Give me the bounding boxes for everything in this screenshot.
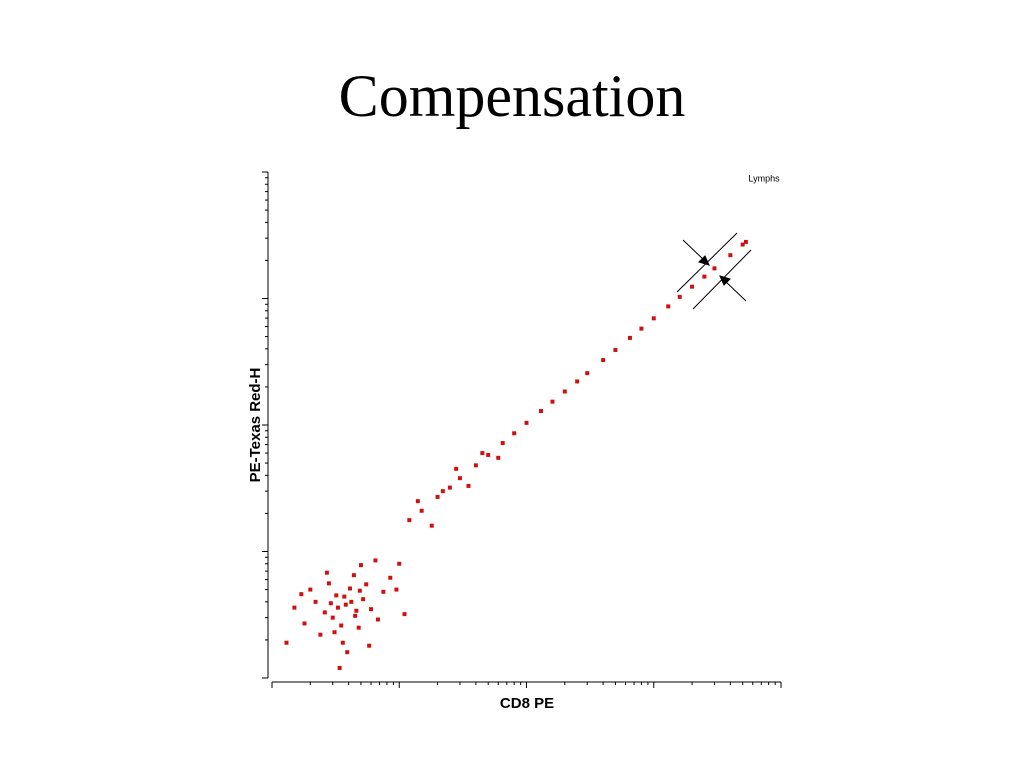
point — [328, 601, 333, 606]
point — [486, 452, 491, 457]
point — [690, 284, 695, 289]
point — [415, 499, 420, 504]
point — [397, 561, 402, 566]
point — [345, 650, 350, 655]
point — [375, 617, 380, 622]
point — [429, 523, 434, 528]
point — [601, 358, 606, 363]
point — [364, 582, 369, 587]
point — [480, 451, 485, 456]
point — [538, 409, 543, 414]
point — [447, 485, 452, 490]
point — [332, 630, 337, 635]
slide-title: Compensation — [339, 63, 686, 129]
gate-label: Lymphs — [748, 173, 780, 183]
x-axis-label: CD8 PE — [500, 695, 554, 712]
arrow — [723, 279, 747, 302]
point — [677, 294, 682, 299]
point — [627, 335, 632, 340]
point — [322, 610, 327, 615]
point — [318, 632, 323, 637]
point — [324, 570, 329, 575]
point — [740, 242, 745, 247]
point — [342, 594, 347, 599]
point — [339, 623, 344, 628]
point — [419, 508, 424, 513]
point — [351, 573, 356, 578]
point — [313, 599, 318, 604]
point — [550, 399, 555, 404]
point — [457, 476, 462, 481]
point — [388, 575, 393, 580]
point — [357, 588, 362, 593]
point — [500, 441, 505, 446]
point — [402, 612, 407, 617]
point — [473, 463, 478, 468]
y-axis-label: PE-Texas Red-H — [247, 368, 264, 483]
point — [330, 615, 335, 620]
point — [394, 587, 399, 592]
point — [666, 304, 671, 309]
point — [347, 586, 352, 591]
point — [728, 253, 733, 258]
point — [575, 379, 580, 384]
point — [292, 605, 297, 610]
point — [354, 608, 359, 613]
point — [353, 613, 358, 618]
point — [337, 665, 342, 670]
point — [702, 274, 707, 279]
point — [440, 489, 445, 494]
point — [373, 558, 378, 563]
point — [651, 316, 656, 321]
point — [369, 607, 374, 612]
point — [356, 625, 361, 630]
point — [613, 347, 618, 352]
point — [299, 592, 304, 597]
point — [407, 518, 412, 523]
point — [340, 640, 345, 645]
point — [512, 431, 517, 436]
arrow-head — [719, 275, 731, 286]
point — [381, 589, 386, 594]
point — [349, 599, 354, 604]
point — [743, 239, 748, 244]
point — [343, 602, 348, 607]
point — [335, 605, 340, 610]
point — [326, 581, 331, 586]
point — [358, 563, 363, 568]
point — [308, 587, 313, 592]
point — [367, 643, 372, 648]
point — [454, 466, 459, 471]
point — [435, 494, 440, 499]
point — [496, 455, 501, 460]
point — [284, 640, 289, 645]
point — [466, 483, 471, 488]
arrow-head — [698, 255, 710, 266]
point — [562, 389, 567, 394]
point — [524, 420, 529, 425]
gate — [676, 232, 752, 310]
point — [585, 371, 590, 376]
point — [361, 597, 366, 602]
point — [712, 266, 717, 271]
point — [302, 621, 307, 626]
arrow — [682, 239, 706, 262]
point — [334, 593, 339, 598]
point — [639, 326, 644, 331]
